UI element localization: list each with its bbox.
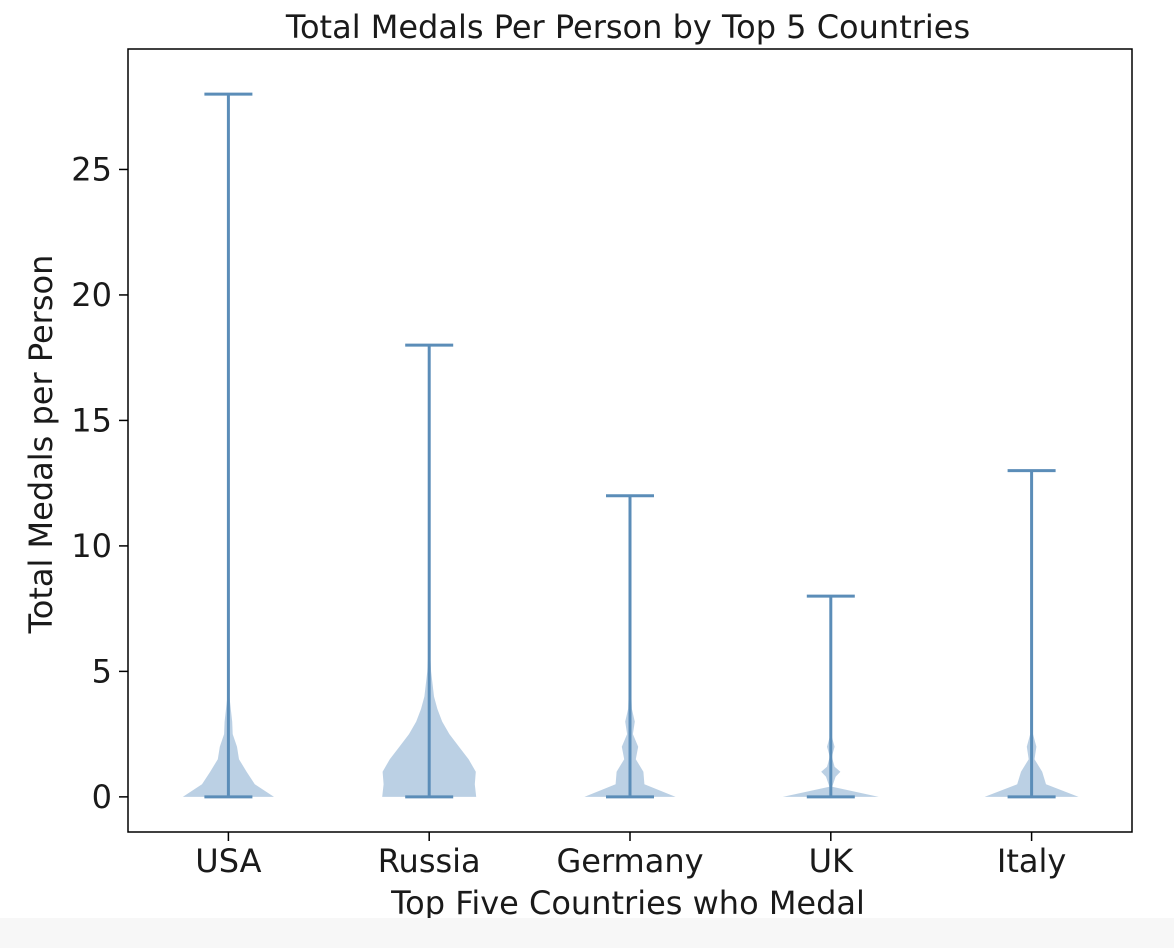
chart-title: Total Medals Per Person by Top 5 Countri…: [285, 8, 970, 46]
x-axis-label: Top Five Countries who Medal: [390, 884, 865, 922]
y-tick-label: 10: [71, 527, 112, 565]
y-tick-label: 15: [71, 401, 112, 439]
y-tick-label: 20: [71, 276, 112, 314]
window-bottom-edge: [0, 918, 1174, 948]
x-tick-label-italy: Italy: [997, 842, 1066, 880]
y-tick-label: 0: [92, 778, 112, 816]
plot-area: [182, 92, 1079, 799]
x-tick-label-uk: UK: [809, 842, 854, 880]
y-axis: 0 5 10 15 20 25: [71, 150, 128, 816]
y-tick-label: 5: [92, 652, 112, 690]
y-tick-label: 25: [71, 150, 112, 188]
x-tick-label-russia: Russia: [378, 842, 481, 880]
x-tick-label-germany: Germany: [556, 842, 703, 880]
x-axis: USA Russia Germany UK Italy: [195, 832, 1066, 880]
x-tick-label-usa: USA: [195, 842, 261, 880]
y-axis-label: Total Medals per Person: [22, 255, 60, 635]
